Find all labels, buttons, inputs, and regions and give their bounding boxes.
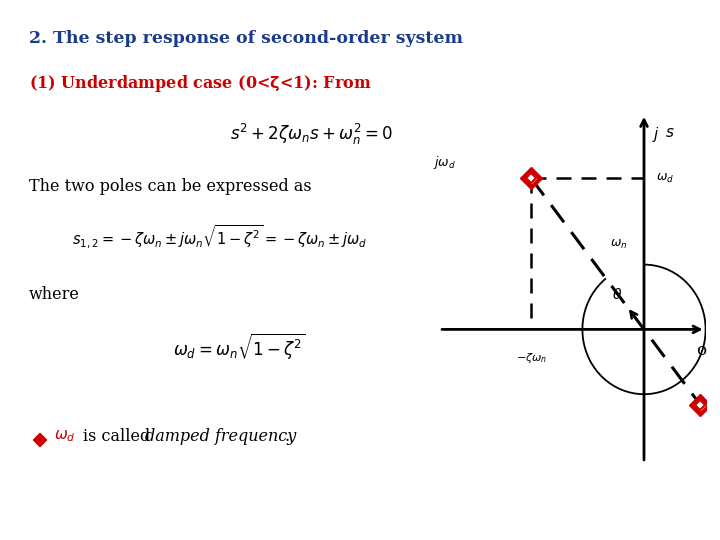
Text: $s_{1,2}=-\zeta\omega_n\pm j\omega_n\sqrt{1-\zeta^2}=-\zeta\omega_n\pm j\omega_d: $s_{1,2}=-\zeta\omega_n\pm j\omega_n\sqr… xyxy=(72,224,367,251)
Text: 2. The step response of second-order system: 2. The step response of second-order sys… xyxy=(29,30,463,46)
Text: where: where xyxy=(29,286,80,303)
Text: o: o xyxy=(696,342,706,359)
Text: $s^2+2\zeta\omega_n s+\omega_n^2=0$: $s^2+2\zeta\omega_n s+\omega_n^2=0$ xyxy=(230,122,393,146)
Text: (1) Underdamped case (0<$\mathbf{\zeta}$<1): From: (1) Underdamped case (0<$\mathbf{\zeta}$… xyxy=(29,73,372,94)
Text: The two poles can be expressed as: The two poles can be expressed as xyxy=(29,178,312,195)
Text: damped frequency: damped frequency xyxy=(145,428,297,445)
Text: $\theta$: $\theta$ xyxy=(613,287,623,302)
Text: $\omega_n$: $\omega_n$ xyxy=(610,238,627,251)
Text: $\omega_d$: $\omega_d$ xyxy=(54,428,76,444)
Text: $\omega_d$: $\omega_d$ xyxy=(657,172,675,185)
Text: $j$: $j$ xyxy=(652,125,660,144)
Text: .: . xyxy=(284,428,289,445)
Text: is called: is called xyxy=(83,428,156,445)
Text: $-\zeta\omega_n$: $-\zeta\omega_n$ xyxy=(516,351,546,365)
Text: $j\omega_d$: $j\omega_d$ xyxy=(433,154,456,171)
Text: $\omega_d=\omega_n\sqrt{1-\zeta^2}$: $\omega_d=\omega_n\sqrt{1-\zeta^2}$ xyxy=(173,332,306,362)
Text: $s$: $s$ xyxy=(665,125,674,140)
